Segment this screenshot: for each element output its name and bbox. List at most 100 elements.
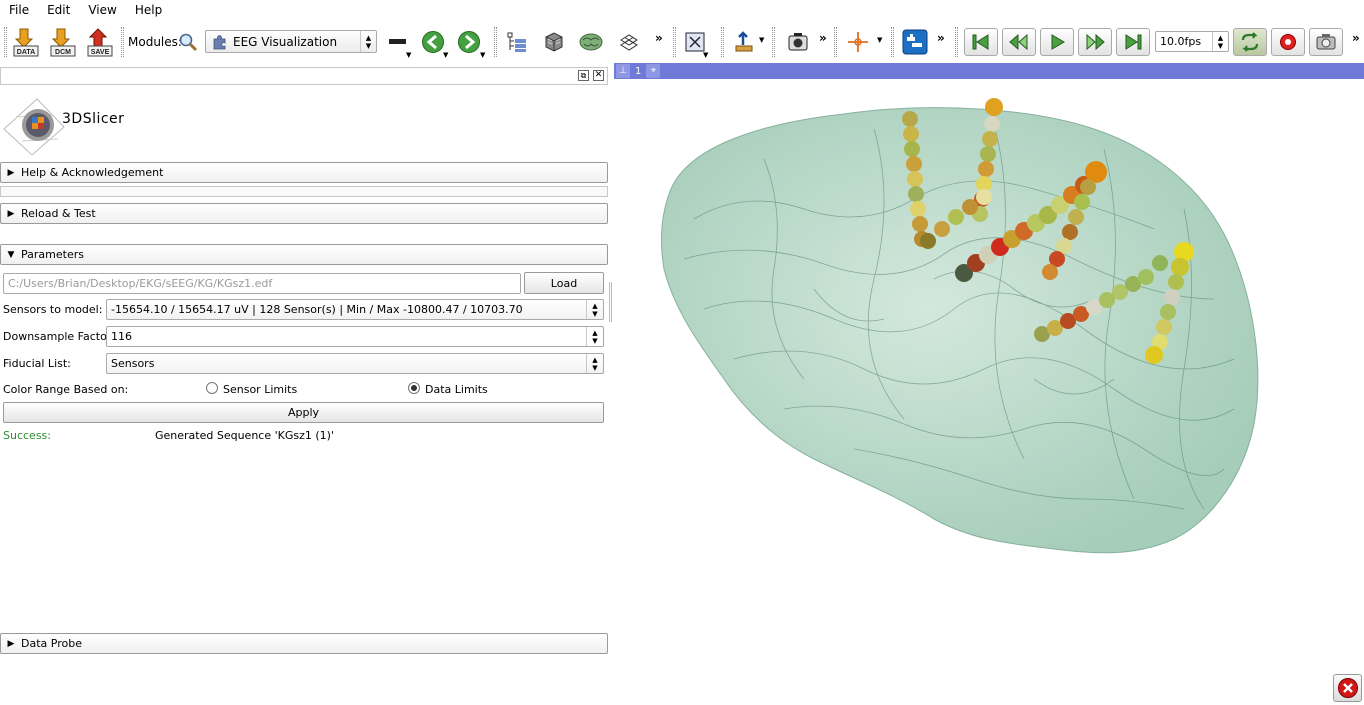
electrode-5 — [1042, 179, 1096, 280]
menu-view[interactable]: View — [88, 3, 117, 17]
help-section-label: Help & Acknowledgement — [21, 166, 164, 179]
transforms-button[interactable] — [616, 27, 642, 57]
parameters-section-header[interactable]: ▼ Parameters — [0, 244, 608, 265]
sensor-limits-radio[interactable] — [206, 382, 218, 394]
view-number: 1 — [635, 65, 642, 77]
load-data-button[interactable]: DATA — [11, 27, 41, 57]
fps-spinbox[interactable]: 10.0fps ▲ ▼ — [1155, 31, 1229, 52]
data-tree-icon — [507, 32, 526, 52]
prev-frame-icon — [1009, 33, 1028, 51]
data-module-button[interactable] — [504, 27, 530, 57]
play-button[interactable] — [1040, 28, 1074, 56]
module-selected-label: EEG Visualization — [233, 34, 338, 49]
electrode-6 — [1034, 255, 1168, 342]
electrode-group — [902, 98, 1194, 364]
chevron-down-icon[interactable]: ▼ — [406, 51, 412, 59]
dcm-icon: DCM — [50, 28, 76, 57]
menu-file[interactable]: File — [9, 3, 30, 17]
panel-splitter-handle[interactable] — [609, 282, 612, 322]
chevron-down-icon[interactable]: ▼ — [443, 51, 449, 59]
search-icon — [179, 33, 198, 52]
sensors-selector[interactable]: -15654.10 / 15654.17 uV | 128 Sensor(s) … — [106, 299, 604, 320]
sensor-limits-label[interactable]: Sensor Limits — [223, 383, 298, 396]
loop-button[interactable] — [1233, 28, 1267, 56]
screenshot-icon — [1316, 34, 1336, 50]
modules-label: Modules: — [128, 35, 182, 49]
toolbar-grip[interactable] — [772, 27, 775, 57]
layout-button[interactable] — [386, 27, 410, 57]
previous-frame-button[interactable] — [1002, 28, 1036, 56]
sensors-selector-arrows[interactable]: ▲ ▼ — [586, 300, 603, 319]
toolbar-grip[interactable] — [494, 27, 497, 57]
error-log-button[interactable] — [1333, 674, 1362, 702]
chevron-down-icon[interactable]: ▼ — [759, 36, 765, 44]
expand-arrow-icon: ▶ — [7, 208, 15, 219]
center-view-icon[interactable]: ⌖ — [646, 64, 661, 78]
chevron-down-icon[interactable]: ▼ — [877, 36, 883, 44]
crosshair-button[interactable] — [844, 27, 872, 57]
menu-edit[interactable]: Edit — [47, 3, 71, 17]
menu-help[interactable]: Help — [134, 3, 163, 17]
volumes-button[interactable] — [540, 27, 568, 57]
downsample-spin-arrows[interactable]: ▲ ▼ — [586, 327, 603, 346]
crosshair-icon — [848, 32, 868, 52]
first-frame-icon — [972, 34, 989, 50]
save-button[interactable]: SAVE — [85, 27, 115, 57]
toolbar-more-icon[interactable]: » — [819, 31, 827, 45]
3d-render-canvas[interactable] — [614, 79, 1364, 705]
toolbar-grip[interactable] — [891, 27, 894, 57]
fps-spin-arrows[interactable]: ▲ ▼ — [1212, 32, 1228, 51]
toolbar-grip[interactable] — [955, 27, 958, 57]
toolbar-grip[interactable] — [673, 27, 676, 57]
fiducial-selector[interactable]: Sensors ▲ ▼ — [106, 353, 604, 374]
toolbar-more-icon[interactable]: » — [655, 31, 663, 45]
data-probe-section-header[interactable]: ▶ Data Probe — [0, 633, 608, 654]
toolbar-grip[interactable] — [121, 27, 124, 57]
data-limits-label[interactable]: Data Limits — [425, 383, 488, 396]
chevron-down-icon[interactable]: ▼ — [703, 51, 709, 59]
screenshot-button[interactable] — [1309, 28, 1343, 56]
electrode-2 — [972, 98, 1003, 222]
toolbar-grip[interactable] — [834, 27, 837, 57]
module-selector[interactable]: EEG Visualization ▲ ▼ — [205, 30, 377, 53]
fiducial-selector-arrows[interactable]: ▲ ▼ — [586, 354, 603, 373]
toolbar-more-icon[interactable]: » — [1352, 31, 1360, 45]
record-button[interactable] — [1271, 28, 1305, 56]
first-frame-button[interactable] — [964, 28, 998, 56]
chevron-down-icon[interactable]: ▼ — [480, 51, 486, 59]
forward-button[interactable] — [456, 27, 482, 57]
screen-capture-button[interactable] — [784, 27, 812, 57]
toolbar-more-icon[interactable]: » — [937, 31, 945, 45]
close-icon[interactable]: ✕ — [593, 70, 604, 81]
help-section-header[interactable]: ▶ Help & Acknowledgement — [0, 162, 608, 183]
sensors-label: Sensors to model: — [3, 303, 103, 316]
load-button[interactable]: Load — [524, 272, 604, 294]
mouse-mode-button[interactable] — [731, 27, 757, 57]
undock-icon[interactable]: ⧉ — [578, 70, 589, 81]
last-frame-button[interactable] — [1116, 28, 1150, 56]
data-limits-radio[interactable] — [408, 382, 420, 394]
volume-cube-icon — [545, 32, 563, 52]
dicom-button[interactable]: DCM — [48, 27, 78, 57]
module-search-button[interactable] — [177, 27, 199, 57]
reload-section-header[interactable]: ▶ Reload & Test — [0, 203, 608, 224]
toolbar-grip[interactable] — [4, 27, 7, 57]
3d-view[interactable]: ⊥ 1 ⌖ — [614, 63, 1364, 705]
extensions-button[interactable] — [901, 27, 929, 57]
fps-value: 10.0fps — [1160, 35, 1202, 48]
downsample-value: 116 — [111, 330, 132, 343]
expand-arrow-icon: ▶ — [7, 638, 15, 649]
data-icon: DATA — [13, 28, 39, 57]
last-frame-icon — [1125, 34, 1142, 50]
models-button[interactable] — [576, 27, 606, 57]
next-frame-button[interactable] — [1078, 28, 1112, 56]
toolbar-grip[interactable] — [721, 27, 724, 57]
back-button[interactable] — [420, 27, 446, 57]
file-path-field[interactable]: C:/Users/Brian/Desktop/EKG/sEEG/KG/KGsz1… — [3, 273, 521, 294]
view-fit-button[interactable] — [681, 27, 709, 57]
pin-icon[interactable]: ⊥ — [616, 64, 630, 78]
module-selector-arrows[interactable]: ▲ ▼ — [360, 31, 376, 52]
apply-button[interactable]: Apply — [3, 402, 604, 423]
downsample-spinbox[interactable]: 116 ▲ ▼ — [106, 326, 604, 347]
